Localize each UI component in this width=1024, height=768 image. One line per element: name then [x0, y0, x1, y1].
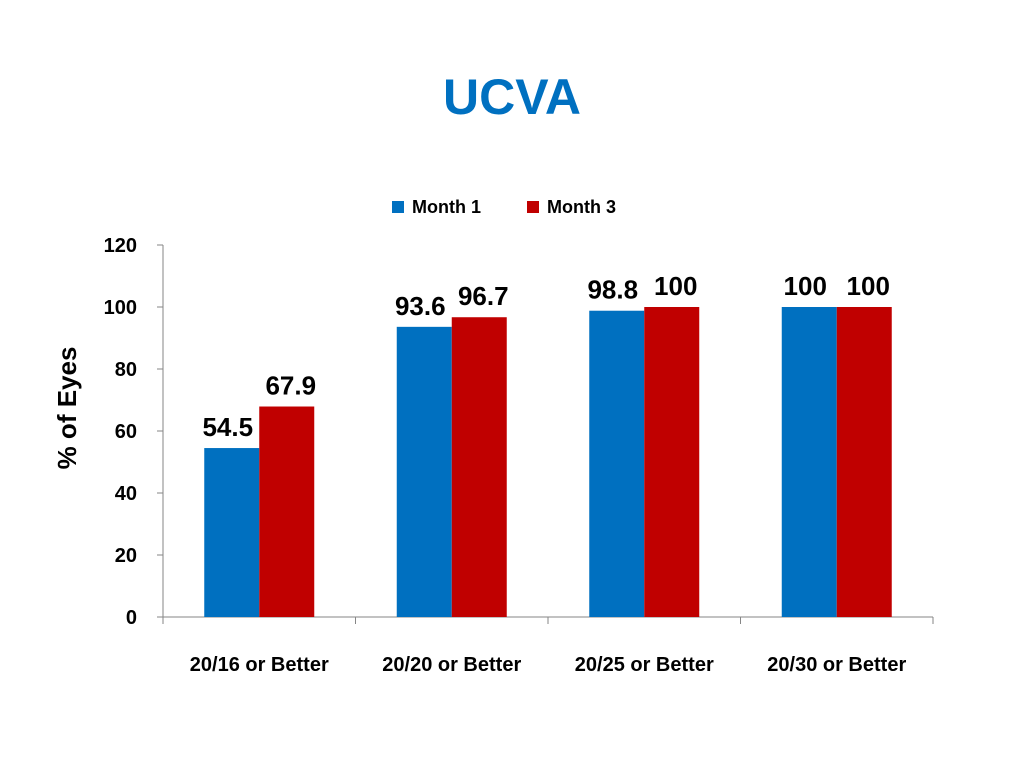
bar-month-3	[451, 317, 507, 617]
y-tick-label: 100	[104, 297, 137, 319]
data-label: 100	[654, 271, 697, 301]
y-tick-label: 80	[115, 359, 137, 381]
legend-label-month-3: Month 3	[547, 197, 616, 217]
chart-title: UCVA	[443, 69, 581, 125]
data-label: 100	[847, 271, 890, 301]
y-tick-label: 120	[104, 235, 137, 257]
legend: Month 1 Month 3	[392, 197, 616, 217]
legend-label-month-1: Month 1	[412, 197, 481, 217]
x-tick-label: 20/20 or Better	[382, 654, 521, 676]
plot-area: 0 20 40 60 80 100 120 54.5 67.9 20/16 or Better 93…	[104, 235, 934, 676]
data-label: 96.7	[458, 281, 509, 311]
bar-month-1	[589, 310, 645, 617]
y-tick-label: 0	[126, 607, 137, 629]
y-tick-label: 60	[115, 421, 137, 443]
y-tick-label: 20	[115, 545, 137, 567]
legend-swatch-month-1	[392, 201, 404, 213]
x-tick-label: 20/30 or Better	[767, 654, 906, 676]
x-tick-label: 20/16 or Better	[190, 654, 329, 676]
bar-month-1	[204, 448, 260, 617]
bar-month-1	[781, 307, 837, 617]
y-tick-label: 40	[115, 483, 137, 505]
data-label: 100	[784, 271, 827, 301]
y-axis-label: % of Eyes	[52, 347, 82, 470]
bar-month-3	[644, 307, 700, 617]
data-label: 54.5	[202, 412, 253, 442]
bar-month-3	[259, 406, 315, 617]
legend-swatch-month-3	[527, 201, 539, 213]
data-label: 98.8	[587, 275, 638, 305]
data-label: 67.9	[265, 371, 316, 401]
x-tick-label: 20/25 or Better	[575, 654, 714, 676]
bar-month-3	[836, 307, 892, 617]
data-label: 93.6	[395, 291, 446, 321]
bar-month-1	[396, 326, 452, 617]
